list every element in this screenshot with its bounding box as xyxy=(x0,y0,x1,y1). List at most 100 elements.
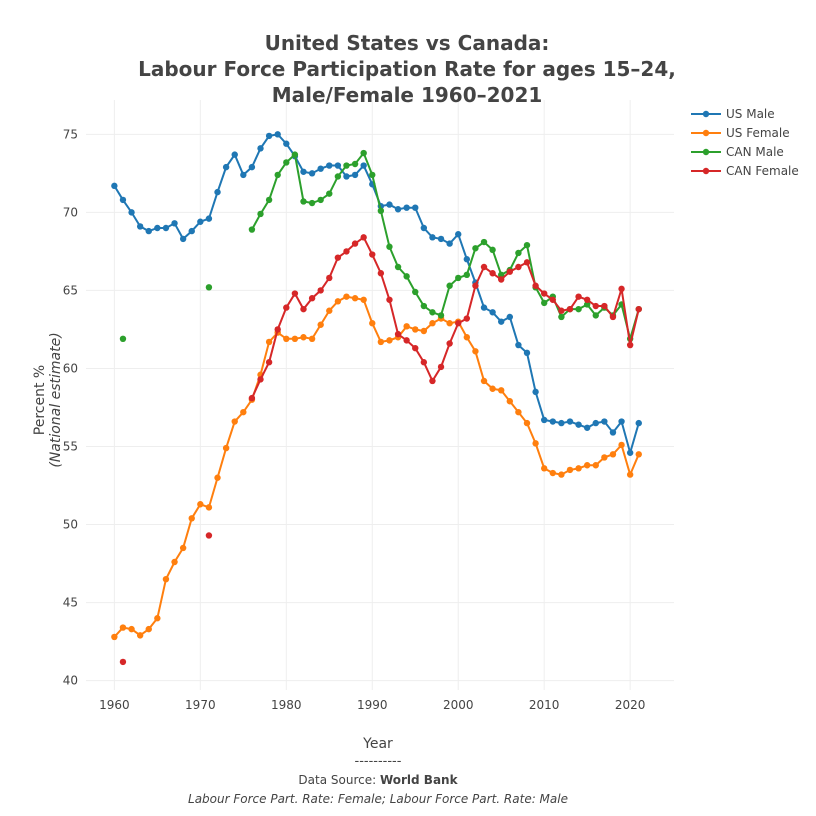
data-point xyxy=(119,658,127,666)
data-point xyxy=(197,218,204,225)
data-point xyxy=(386,296,393,303)
data-point xyxy=(429,320,436,327)
data-point xyxy=(549,469,556,477)
y-tick-label: 75 xyxy=(63,127,78,141)
data-point xyxy=(523,241,531,249)
data-point xyxy=(489,309,496,316)
data-point xyxy=(601,418,608,425)
data-point xyxy=(394,263,402,271)
data-point xyxy=(566,466,574,474)
data-point xyxy=(205,532,213,539)
data-point xyxy=(188,227,195,235)
data-point xyxy=(145,227,152,235)
tick-labels: 1960 1970 1980 1990 2000 2010 2020 40 45 50 55 60 65… xyxy=(63,127,646,712)
data-point xyxy=(575,465,582,472)
data-point xyxy=(480,238,488,246)
data-point xyxy=(455,274,462,282)
data-point xyxy=(558,419,565,427)
data-point xyxy=(558,471,565,478)
data-point xyxy=(231,151,238,158)
data-point xyxy=(377,207,385,215)
data-point xyxy=(111,633,118,641)
data-point xyxy=(386,201,393,208)
data-point xyxy=(549,418,556,425)
series-line-can-female xyxy=(251,235,640,399)
data-point xyxy=(308,295,316,302)
data-point xyxy=(601,302,608,310)
data-point xyxy=(575,305,582,313)
data-point xyxy=(248,394,256,402)
x-axis-title: Year xyxy=(362,736,393,752)
legend-label: CAN Female xyxy=(726,164,799,178)
data-point xyxy=(609,429,617,436)
data-point xyxy=(515,249,522,257)
data-point xyxy=(412,326,419,333)
legend-marker xyxy=(702,129,710,137)
data-point xyxy=(446,282,453,289)
data-point xyxy=(162,575,170,583)
data-point xyxy=(635,419,642,427)
data-point xyxy=(326,162,333,169)
data-point xyxy=(583,424,591,431)
y-tick-label: 60 xyxy=(63,361,78,375)
data-point xyxy=(403,337,410,344)
data-point xyxy=(171,558,178,566)
data-point xyxy=(446,240,453,247)
data-point xyxy=(429,377,436,385)
data-point xyxy=(455,231,462,238)
legend-item: CAN Male xyxy=(691,145,784,159)
data-point xyxy=(351,295,359,302)
data-point xyxy=(540,465,548,472)
data-point xyxy=(369,320,376,327)
data-point xyxy=(609,451,617,458)
data-point xyxy=(300,198,307,205)
data-point xyxy=(300,168,307,175)
data-point xyxy=(506,398,514,405)
data-point xyxy=(343,173,350,180)
data-point xyxy=(472,282,479,289)
data-point xyxy=(540,416,548,424)
data-point xyxy=(360,234,367,241)
data-point xyxy=(188,515,195,522)
data-point xyxy=(283,159,290,166)
chart-title-line-1: United States vs Canada: xyxy=(265,31,550,55)
data-point xyxy=(626,471,634,478)
data-point xyxy=(240,408,247,416)
data-point xyxy=(257,376,264,383)
legend-label: US Male xyxy=(726,107,775,121)
x-tick-label: 1960 xyxy=(99,698,130,712)
data-point xyxy=(532,388,539,396)
data-point xyxy=(523,259,531,266)
data-point xyxy=(274,131,281,138)
data-point xyxy=(343,248,350,255)
data-point xyxy=(394,206,402,213)
data-point xyxy=(377,270,385,277)
y-axis-title: Percent % xyxy=(32,365,48,435)
data-point xyxy=(618,285,625,293)
data-point xyxy=(377,338,385,346)
chart-title-line-2: Labour Force Participation Rate for ages… xyxy=(138,57,676,81)
data-point xyxy=(498,318,505,325)
data-point xyxy=(205,215,213,222)
data-point xyxy=(291,290,299,297)
data-point xyxy=(128,625,135,633)
data-point xyxy=(154,615,161,622)
data-point xyxy=(489,246,496,254)
legend-label: US Female xyxy=(726,126,790,140)
data-point xyxy=(523,419,531,427)
series-line-can-male xyxy=(251,151,640,343)
data-point xyxy=(489,270,496,277)
data-point xyxy=(205,284,213,291)
data-point xyxy=(119,335,127,343)
plot-area xyxy=(111,131,642,666)
data-point xyxy=(463,315,471,322)
data-point xyxy=(197,501,204,508)
data-point xyxy=(583,296,591,303)
data-point xyxy=(317,287,324,294)
legend: US Male US Female CAN Male CAN Female xyxy=(691,107,799,178)
data-point xyxy=(472,245,479,252)
data-point xyxy=(265,359,273,366)
data-point xyxy=(558,307,565,314)
data-point xyxy=(334,254,342,261)
